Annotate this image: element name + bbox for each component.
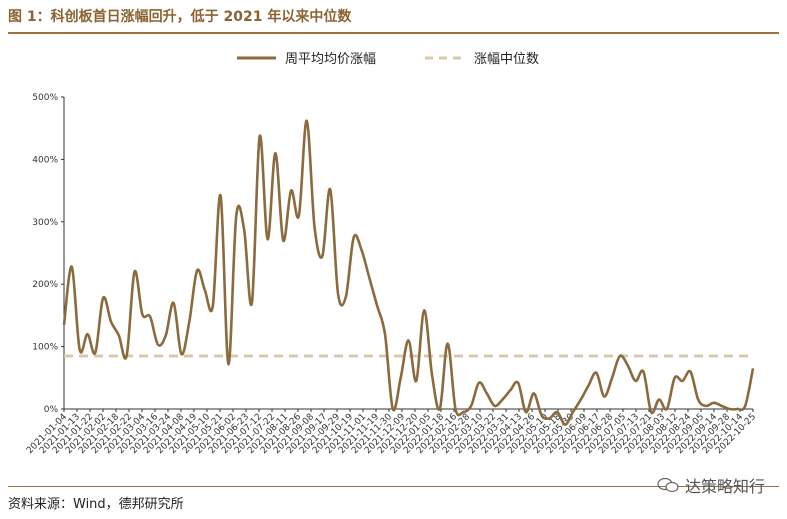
chat-bubble-icon [657, 477, 679, 493]
watermark-text: 达策略知行 [684, 477, 765, 496]
y-tick-label: 400% [32, 155, 58, 165]
y-axis-ticks: 0% 100% 200% 300% 400% 500% [32, 93, 64, 415]
y-tick-label: 200% [32, 280, 58, 290]
watermark: 达策略知行 [657, 473, 765, 497]
chart-legend: 周平均均价涨幅 涨幅中位数 [237, 52, 539, 67]
series-line [62, 119, 755, 426]
y-tick-label: 500% [32, 93, 58, 103]
chart-title: 图 1：科创板首日涨幅回升，低于 2021 年以来中位数 [8, 9, 352, 25]
chart-area: 周平均均价涨幅 涨幅中位数 0% 100% 200% 300% 400% 500% 202… [25, 52, 758, 456]
footer-rule [8, 486, 779, 487]
x-axis-ticks: 2021-01-042021-01-132021-01-222021-02-02… [25, 409, 758, 456]
legend-label-median: 涨幅中位数 [474, 52, 539, 67]
plot-lines [62, 119, 755, 426]
y-tick-label: 300% [32, 218, 58, 228]
y-tick-label: 100% [32, 343, 58, 353]
title-rule [8, 32, 779, 34]
legend-label-series: 周平均均价涨幅 [285, 52, 376, 67]
source-note: 资料来源：Wind，德邦研究所 [8, 497, 184, 512]
chart-axes [63, 97, 753, 410]
y-tick-label: 0% [44, 405, 59, 415]
